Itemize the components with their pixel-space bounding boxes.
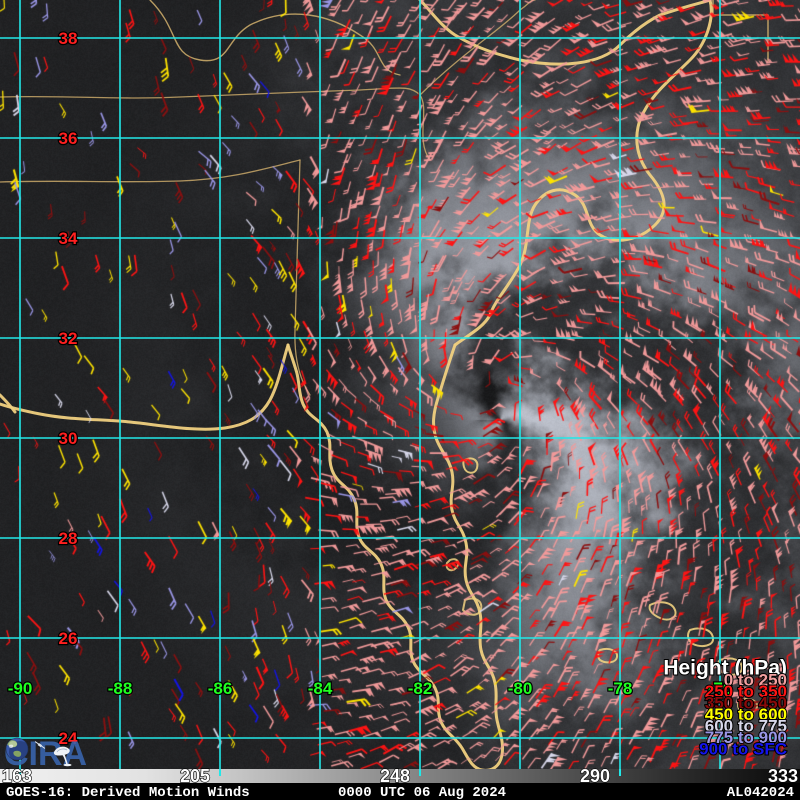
svg-text:GOES-16: Derived Motion Winds: GOES-16: Derived Motion Winds xyxy=(6,785,250,800)
svg-text:0000 UTC 06 Aug 2024: 0000 UTC 06 Aug 2024 xyxy=(338,785,506,800)
svg-text:900 to SFC: 900 to SFC xyxy=(699,740,787,759)
svg-text:AL042024: AL042024 xyxy=(727,785,794,800)
